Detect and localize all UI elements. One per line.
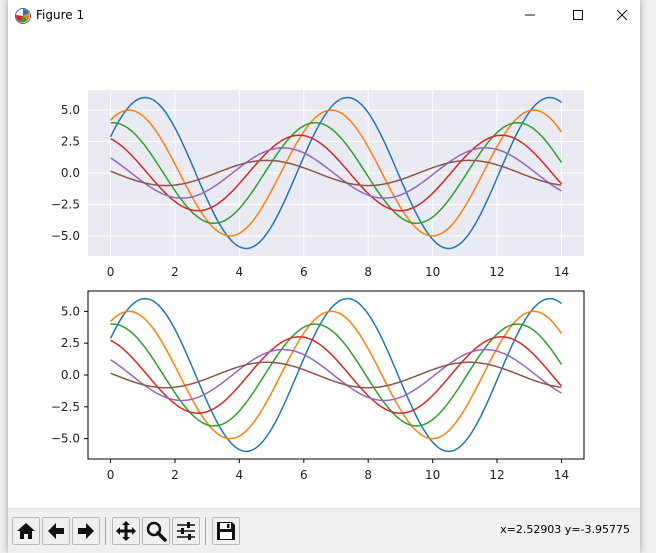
title-bar[interactable]: Figure 1 <box>8 0 640 30</box>
x-tick-label: 8 <box>364 468 372 482</box>
close-icon <box>616 9 628 21</box>
configure-subplots-icon <box>177 522 195 540</box>
maximize-icon <box>573 10 583 20</box>
series-line-3 <box>110 121 563 225</box>
x-tick-label: 10 <box>425 265 440 279</box>
y-tick-label: −2.5 <box>51 400 80 414</box>
x-tick-label: 12 <box>489 265 504 279</box>
x-tick-label: 8 <box>364 265 372 279</box>
figure-window: Figure 1 0 2 4 6 8 10 12 14 5.0 2.5 0.0 −2.5 −5.0 0 2 4… <box>8 0 640 553</box>
series-line-3 <box>110 323 563 427</box>
series-line-6 <box>110 159 562 187</box>
pan-button[interactable] <box>112 517 140 545</box>
configure-subplots-button[interactable] <box>172 517 200 545</box>
series-line-1 <box>109 96 562 250</box>
matplotlib-logo-icon <box>15 8 31 24</box>
x-tick-label: 2 <box>171 265 179 279</box>
series-line-2 <box>110 109 563 237</box>
series-line-5 <box>110 348 562 402</box>
x-tick-label: 4 <box>236 265 244 279</box>
close-button[interactable] <box>600 0 640 30</box>
x-tick-label: 2 <box>171 468 179 482</box>
home-icon <box>17 523 35 539</box>
forward-arrow-icon <box>78 523 94 539</box>
x-tick-label: 6 <box>300 468 308 482</box>
plot-area <box>87 290 585 460</box>
minimize-button[interactable] <box>508 0 552 30</box>
save-floppy-icon <box>217 522 235 540</box>
x-tick-label: 14 <box>554 265 569 279</box>
pan-move-icon <box>116 521 136 541</box>
subplot-1: 0 2 4 6 8 10 12 14 5.0 2.5 0.0 −2.5 −5.0 <box>51 90 584 279</box>
y-tick-label: 2.5 <box>61 336 80 350</box>
series-line-1 <box>109 297 562 453</box>
y-tick-label: 2.5 <box>61 135 80 149</box>
x-tick-label: 0 <box>107 265 115 279</box>
x-tick-label: 0 <box>107 468 115 482</box>
series-line-4 <box>110 134 563 212</box>
subplot-2: 0 2 4 6 8 10 12 14 5.0 2.5 0.0 −2.5 −5.0 <box>51 290 585 482</box>
y-tick-label: 5.0 <box>61 103 80 117</box>
x-tick-label: 10 <box>425 468 440 482</box>
forward-button[interactable] <box>72 517 100 545</box>
cursor-coordinates: x=2.52903 y=-3.95775 <box>500 523 630 536</box>
toolbar-separator <box>105 517 106 545</box>
y-tick-label: 5.0 <box>61 304 80 318</box>
figure-plot: 0 2 4 6 8 10 12 14 5.0 2.5 0.0 −2.5 −5.0 0 2 4 6 8 10 12 14 5… <box>51 90 585 482</box>
y-tick-label: 0.0 <box>61 368 80 382</box>
home-button[interactable] <box>12 517 40 545</box>
save-button[interactable] <box>212 517 240 545</box>
navigation-toolbar: x=2.52903 y=-3.95775 <box>8 508 640 553</box>
figure-canvas[interactable]: 0 2 4 6 8 10 12 14 5.0 2.5 0.0 −2.5 −5.0 0 2 4 6 8 10 12 14 5… <box>8 30 640 508</box>
series-line-4 <box>110 336 563 414</box>
y-tick-label: −2.5 <box>51 197 80 211</box>
minimize-icon <box>525 14 535 16</box>
back-button[interactable] <box>42 517 70 545</box>
maximize-button[interactable] <box>556 0 600 30</box>
series-line-5 <box>110 147 562 199</box>
x-tick-label: 6 <box>300 265 308 279</box>
back-arrow-icon <box>48 523 64 539</box>
window-title: Figure 1 <box>36 8 85 22</box>
x-tick-label: 14 <box>554 468 569 482</box>
toolbar-separator <box>205 517 206 545</box>
y-tick-label: −5.0 <box>51 229 80 243</box>
series-line-2 <box>110 310 563 440</box>
zoom-button[interactable] <box>142 517 170 545</box>
x-tick-label: 4 <box>236 468 244 482</box>
series-line-6 <box>110 361 562 389</box>
x-tick-label: 12 <box>489 468 504 482</box>
zoom-magnifier-icon <box>146 521 167 542</box>
y-tick-label: −5.0 <box>51 432 80 446</box>
y-tick-label: 0.0 <box>61 166 80 180</box>
